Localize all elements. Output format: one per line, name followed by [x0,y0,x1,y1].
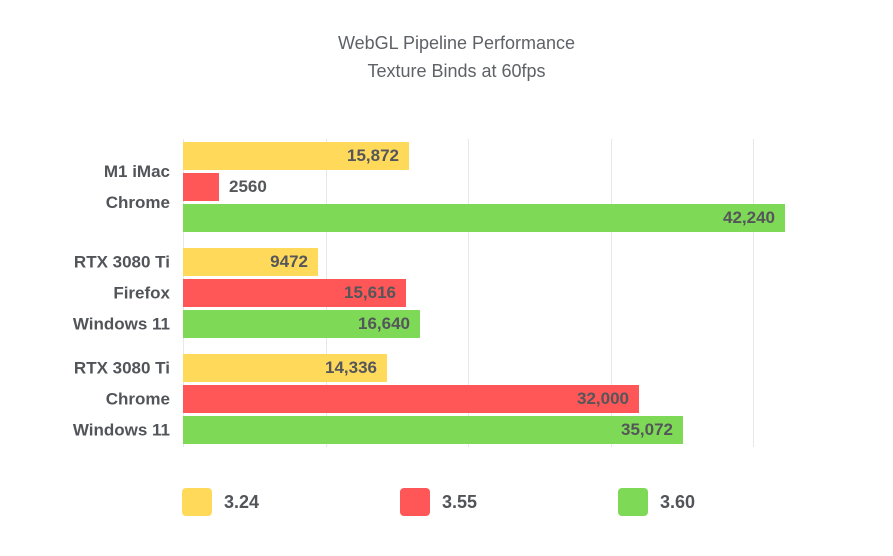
chart-subtitle: Texture Binds at 60fps [367,61,546,81]
legend-label: 3.60 [660,491,696,512]
bar-series-3.24 [183,142,409,170]
bar-value-label: 9472 [270,252,308,271]
bar-value-label: 35,072 [621,420,673,439]
legend: 3.24 3.55 3.60 [0,488,893,518]
plot-area: M1 iMac Chrome 15,872 2560 42,240 RTX 3080 Ti… [73,139,843,447]
category-label-line: Firefox [113,283,170,303]
category-label-line: M1 iMac [103,162,170,181]
legend-label: 3.24 [224,491,260,512]
bar-value-label: 15,872 [347,146,399,165]
bar-value-label: 32,000 [577,389,629,408]
chart-title-block: WebGL Pipeline Performance Texture Binds… [20,29,893,85]
bar-group: RTX 3080 Ti Chrome Windows 11 14,336 32,000 3… [73,354,843,444]
bar-series-3.60 [183,310,420,338]
chart-title: WebGL Pipeline Performance [337,33,576,53]
bar-series-3.55 [183,385,639,413]
bar-value-label: 2560 [229,177,267,196]
bar-series-3.60 [183,416,683,444]
bar-group: RTX 3080 Ti Firefox Windows 11 9472 15,616 16… [73,248,843,338]
category-label: M1 iMac Chrome [5,156,170,218]
bar-series-3.24 [183,354,387,382]
legend-label: 3.55 [442,491,478,512]
category-label-line: Windows 11 [72,420,170,440]
category-label-line: RTX 3080 Ti [73,358,170,378]
legend-item-3.55: 3.55 [400,488,477,516]
category-label: RTX 3080 Ti Chrome Windows 11 [5,353,170,446]
legend-swatch-icon [618,488,648,516]
legend-swatch-icon [400,488,430,516]
category-label-line: Chrome [105,389,170,409]
bar-value-label: 16,640 [358,314,410,333]
category-label-line: RTX 3080 Ti [73,252,170,272]
category-label: RTX 3080 Ti Firefox Windows 11 [5,247,170,340]
legend-item-3.60: 3.60 [618,488,695,516]
legend-item-3.24: 3.24 [182,488,259,516]
bar-value-label: 42,240 [723,208,775,227]
bar-series-3.55 [183,173,219,201]
gridline-20000 [468,139,469,447]
bar-value-label: 14,336 [325,358,377,377]
legend-swatch-icon [182,488,212,516]
bar-group: M1 iMac Chrome 15,872 2560 42,240 [104,142,843,232]
category-label-line: Chrome [105,193,170,212]
gridline-30000 [611,139,612,447]
gridline-40000 [753,139,754,447]
bar-series-3.24 [183,248,318,276]
bar-series-3.60 [183,204,785,232]
bar-series-3.55 [183,279,406,307]
bar-value-label: 15,616 [344,283,396,302]
category-label-line: Windows 11 [72,314,170,334]
